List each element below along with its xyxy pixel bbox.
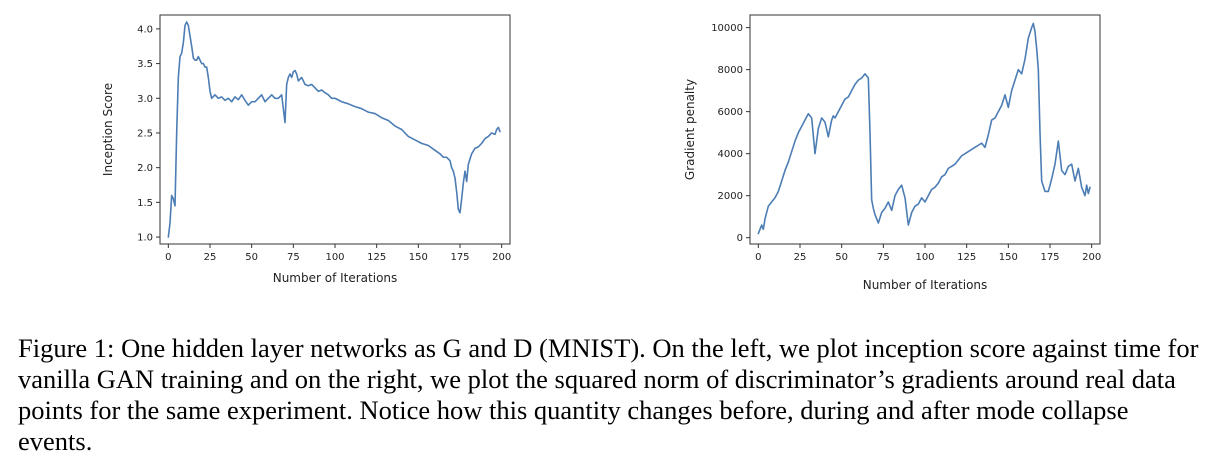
x-tick-label: 200 (1082, 252, 1101, 263)
x-tick-label: 175 (1040, 252, 1059, 263)
x-tick-label: 0 (165, 252, 171, 263)
x-tick-label: 50 (245, 252, 258, 263)
x-tick-label: 150 (409, 252, 428, 263)
y-axis-label: Inception Score (101, 83, 115, 176)
x-tick-label: 125 (957, 252, 976, 263)
y-tick-label: 3.0 (137, 94, 153, 105)
x-tick-label: 75 (877, 252, 890, 263)
figure-caption: Figure 1: One hidden layer networks as G… (18, 333, 1208, 457)
x-tick-label: 175 (450, 252, 469, 263)
y-axis-ticks: 0 2000 4000 6000 8000 10000 (711, 23, 750, 244)
y-tick-label: 8000 (718, 65, 743, 76)
x-tick-label: 25 (794, 252, 807, 263)
y-tick-label: 2.5 (137, 128, 153, 139)
y-tick-label: 0 (737, 233, 743, 244)
y-tick-label: 2.0 (137, 163, 153, 174)
x-tick-label: 100 (325, 252, 344, 263)
x-axis-label: Number of Iterations (863, 278, 988, 292)
y-tick-label: 4.0 (137, 24, 153, 35)
y-axis-ticks: 1.0 1.5 2.0 2.5 3.0 3.5 4.0 (137, 24, 160, 244)
y-tick-label: 2000 (718, 191, 743, 202)
y-tick-label: 10000 (711, 23, 743, 34)
gradient-penalty-line (757, 22, 1091, 235)
x-tick-label: 150 (999, 252, 1018, 263)
x-tick-label: 0 (755, 252, 761, 263)
y-tick-label: 1.0 (137, 233, 153, 244)
x-axis-ticks: 0 25 50 75 100 125 150 175 200 (165, 244, 511, 263)
x-tick-label: 100 (915, 252, 934, 263)
x-tick-label: 25 (204, 252, 217, 263)
inception-score-chart: 0 25 50 75 100 125 150 175 200 1.0 1.5 2.0 2.5 3.0 3.… (101, 14, 511, 285)
y-axis-label: Gradient penalty (683, 79, 697, 180)
y-tick-label: 4000 (718, 149, 743, 160)
x-tick-label: 200 (492, 252, 511, 263)
plot-frame (749, 14, 1101, 245)
y-tick-label: 1.5 (137, 198, 153, 209)
inception-score-line (167, 21, 501, 238)
y-tick-label: 6000 (718, 107, 743, 118)
y-tick-label: 3.5 (137, 59, 153, 70)
x-tick-label: 75 (287, 252, 300, 263)
x-tick-label: 125 (367, 252, 386, 263)
plot-frame (159, 14, 511, 245)
gradient-penalty-chart: 0 25 50 75 100 125 150 175 200 0 2000 4000 6000 8000… (683, 14, 1101, 292)
x-tick-label: 50 (835, 252, 848, 263)
figure-caption-text: One hidden layer networks as G and D (MN… (18, 333, 1199, 456)
x-axis-label: Number of Iterations (273, 271, 398, 285)
x-axis-ticks: 0 25 50 75 100 125 150 175 200 (755, 244, 1101, 263)
figure-number: Figure 1: (18, 333, 115, 363)
